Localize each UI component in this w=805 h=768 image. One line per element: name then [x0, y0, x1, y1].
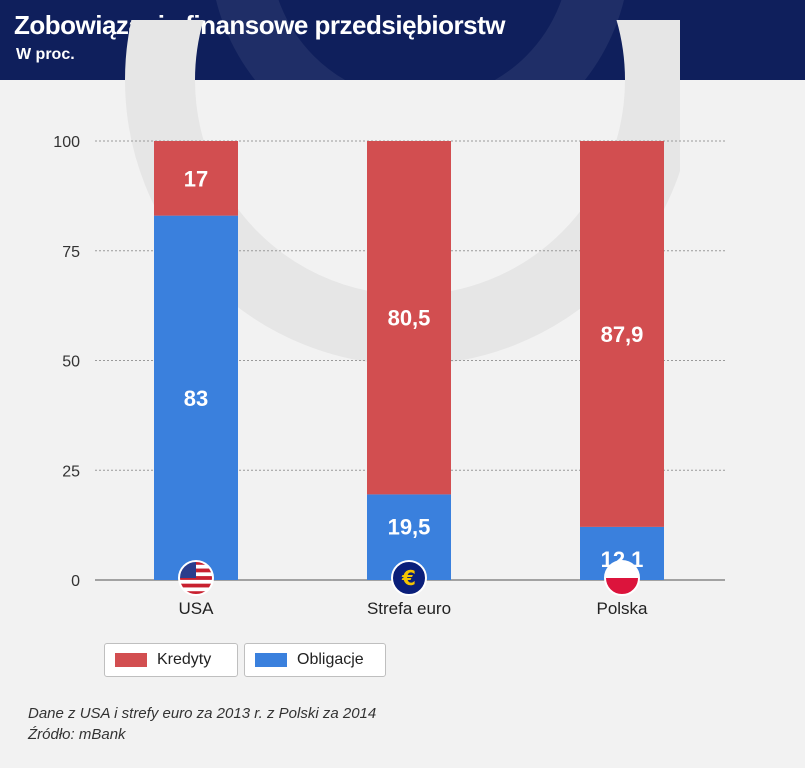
legend-label-obligacje: Obligacje [297, 651, 364, 668]
us-flag-body [179, 561, 213, 595]
bar-kredyty [154, 141, 238, 216]
legend-kredyty[interactable]: Kredyty [104, 643, 238, 677]
x-axis-ticks: USA Strefa euro Polska [179, 599, 649, 618]
y-axis-ticks: 0 25 50 75 100 [53, 134, 80, 590]
data-label: 19,5 [388, 514, 431, 539]
us-flag-ring [178, 560, 214, 596]
bar-obligacje [154, 215, 238, 580]
data-note: Dane z USA i strefy euro za 2013 r. z Po… [28, 705, 377, 722]
data-label: 87,9 [601, 322, 644, 347]
data-source: Źródło: mBank [28, 726, 126, 743]
x-tick-label: USA [179, 599, 215, 618]
chart-bars [154, 141, 664, 580]
y-tick-label: 75 [62, 244, 80, 261]
x-tick-label: Strefa euro [367, 599, 451, 618]
us-flag-stripe [179, 579, 213, 584]
legend-obligacje[interactable]: Obligacje [244, 643, 386, 677]
y-tick-label: 25 [62, 463, 80, 480]
x-tick-label: Polska [596, 599, 648, 618]
y-tick-label: 0 [71, 573, 80, 590]
legend-swatch-kredyty [115, 653, 147, 667]
legend-label-kredyty: Kredyty [157, 651, 212, 668]
data-label: 80,5 [388, 306, 431, 331]
us-flag-stripe [179, 587, 213, 592]
us-flag-stripe [179, 583, 213, 588]
poland-flag-ring [604, 560, 640, 596]
legend-swatch-obligacje [255, 653, 287, 667]
chart-subtitle: W proc. [16, 46, 75, 63]
data-label: 17 [184, 166, 208, 191]
poland-flag-white [605, 561, 639, 578]
bar-kredyty [367, 141, 451, 495]
poland-flag-body [605, 561, 639, 595]
euro-icon: € [391, 560, 427, 596]
data-label: 83 [184, 386, 208, 411]
us-flag-stripe [179, 591, 213, 595]
y-tick-label: 50 [62, 354, 80, 371]
category-icons: € [178, 560, 640, 596]
euro-symbol: € [401, 566, 416, 590]
y-tick-label: 100 [53, 134, 80, 151]
euro-disc [391, 560, 427, 596]
us-flag-stripe [179, 576, 213, 581]
poland-flag-icon [604, 560, 640, 596]
us-flag-icon [178, 560, 214, 596]
poland-flag-red [605, 578, 639, 595]
bar-kredyty [580, 141, 664, 527]
